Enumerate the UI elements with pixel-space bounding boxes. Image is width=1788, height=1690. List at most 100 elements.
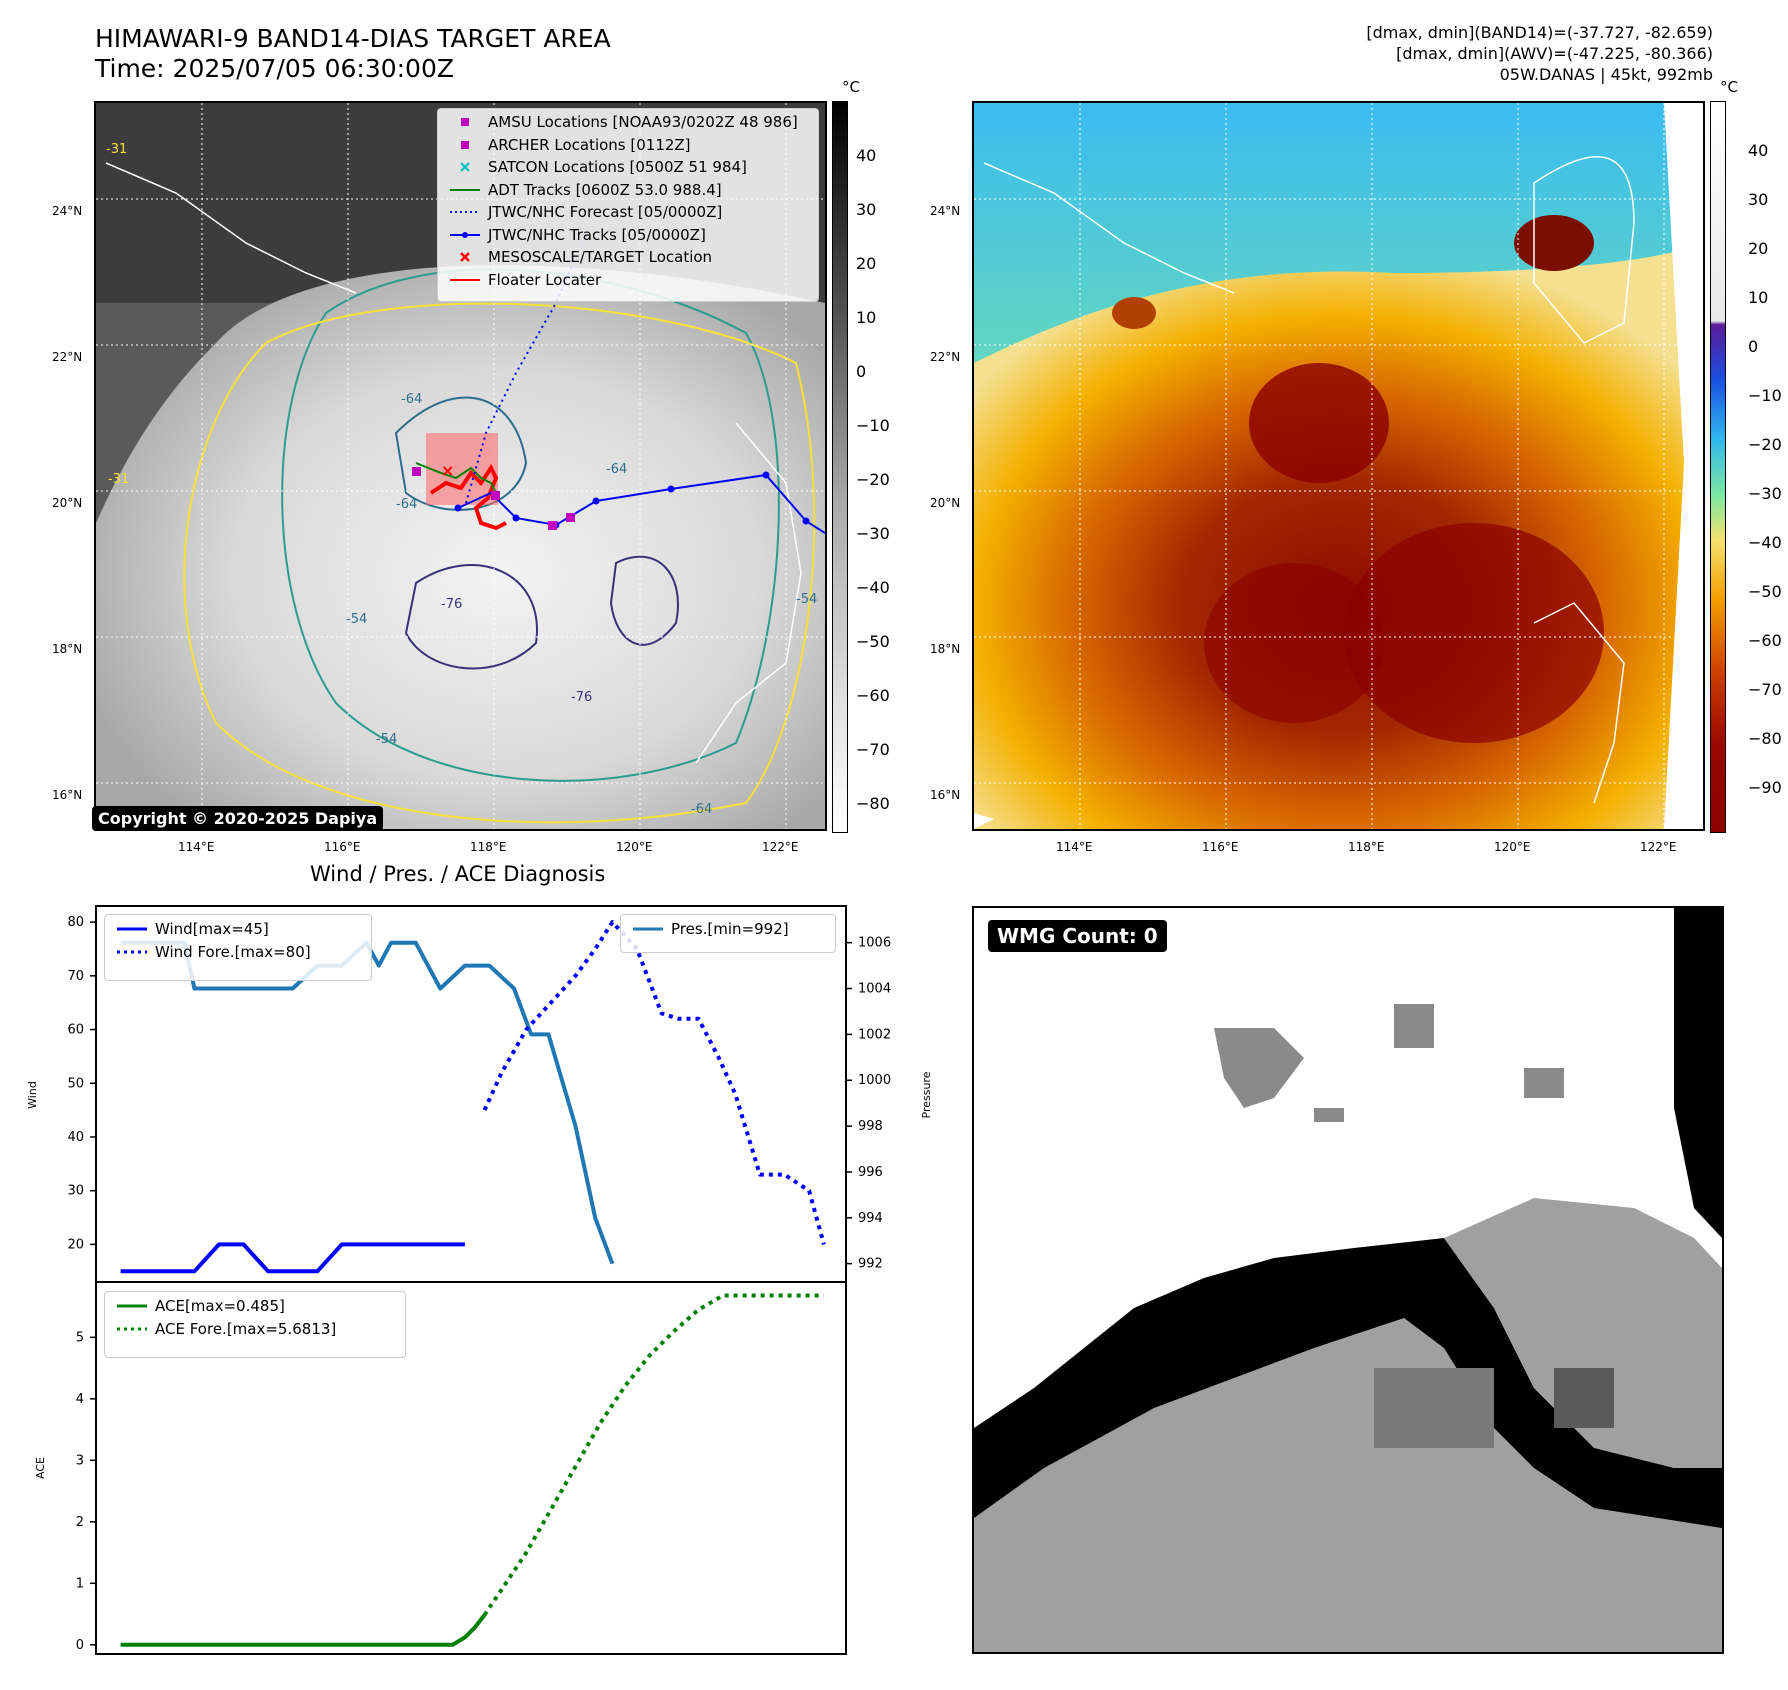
ace-tick-label: 5 bbox=[76, 1330, 84, 1345]
diagnosis-title: Wind / Pres. / ACE Diagnosis bbox=[310, 862, 606, 886]
colorbar-tick: 10 bbox=[1748, 288, 1769, 307]
colorbar-left bbox=[832, 101, 848, 833]
colorbar-tick: −70 bbox=[1748, 680, 1782, 699]
svg-text:×: × bbox=[441, 461, 454, 480]
line-icon bbox=[117, 1295, 147, 1318]
colorbar-tick: 0 bbox=[1748, 337, 1759, 356]
colorbar-tick: −50 bbox=[856, 632, 890, 651]
pressure-tick-label: 996 bbox=[858, 1165, 883, 1180]
lat-label: 20°N bbox=[52, 496, 83, 510]
awv-map bbox=[972, 101, 1705, 831]
pressure-legend: Pres.[min=992] bbox=[620, 914, 836, 953]
wind-axis-label: Wind bbox=[26, 1081, 39, 1109]
pressure-tick-label: 1000 bbox=[858, 1073, 891, 1088]
legend-item-adt: ADT Tracks [0600Z 53.0 988.4] bbox=[438, 179, 818, 202]
legend-label: ACE[max=0.485] bbox=[155, 1297, 285, 1315]
colorbar-tick: −90 bbox=[1748, 778, 1782, 797]
colorbar-tick: −40 bbox=[1748, 533, 1782, 552]
colorbar-tick: −80 bbox=[856, 794, 890, 813]
colorbar-tick: −70 bbox=[856, 740, 890, 759]
lat-label: 16°N bbox=[52, 788, 83, 802]
legend-label: MESOSCALE/TARGET Location bbox=[488, 248, 713, 266]
dotted-line-icon bbox=[450, 201, 480, 224]
contour-label: -64 bbox=[691, 802, 712, 817]
jtwc-forecast-line bbox=[465, 232, 587, 504]
lon-label: 122°E bbox=[762, 840, 799, 854]
lon-label: 116°E bbox=[1202, 840, 1239, 854]
wind-tick-label: 70 bbox=[67, 969, 84, 984]
line-icon bbox=[450, 269, 480, 292]
colorbar-tick: 0 bbox=[856, 362, 867, 381]
contour-label: -76 bbox=[571, 690, 592, 705]
ace-tick-label: 3 bbox=[76, 1453, 84, 1468]
lon-label: 120°E bbox=[1494, 840, 1531, 854]
product-title: HIMAWARI-9 BAND14-DIAS TARGET AREA bbox=[95, 24, 611, 53]
square-marker-icon bbox=[450, 134, 480, 157]
lat-label: 24°N bbox=[52, 204, 83, 218]
wmg-count-badge: WMG Count: 0 bbox=[988, 920, 1167, 952]
legend-item-ace: ACE[max=0.485] bbox=[105, 1295, 405, 1318]
square-marker-icon bbox=[450, 111, 480, 134]
stats-block: [dmax, dmin](BAND14)=(-37.727, -82.659) … bbox=[1366, 22, 1713, 85]
line-dot-icon bbox=[450, 224, 480, 247]
colorbar-tick: −60 bbox=[856, 686, 890, 705]
legend-label: ARCHER Locations [0112Z] bbox=[488, 135, 691, 154]
legend-label: Wind[max=45] bbox=[155, 920, 269, 938]
legend-label: AMSU Locations [NOAA93/0202Z 48 986] bbox=[488, 113, 798, 131]
legend-item-satcon: SATCON Locations [0500Z 51 984] bbox=[438, 156, 818, 179]
colorbar-tick: −40 bbox=[856, 578, 890, 597]
legend-label: Floater Locater bbox=[488, 270, 602, 289]
lon-label: 114°E bbox=[178, 840, 215, 854]
colorbar-tick: 40 bbox=[856, 146, 877, 165]
pressure-tick-label: 1004 bbox=[858, 982, 891, 997]
wind-tick-label: 60 bbox=[67, 1023, 84, 1038]
legend-item-floater: Floater Locater bbox=[438, 269, 818, 292]
colorbar-tick: −10 bbox=[1748, 386, 1782, 405]
contour-label: -54 bbox=[796, 592, 817, 607]
lon-label: 114°E bbox=[1056, 840, 1093, 854]
legend-label: SATCON Locations [0500Z 51 984] bbox=[488, 158, 747, 176]
legend-label: ACE Fore.[max=5.6813] bbox=[155, 1319, 337, 1338]
colorbar-tick: −10 bbox=[856, 416, 890, 435]
colorbar-tick: −80 bbox=[1748, 729, 1782, 748]
legend-label: Wind Fore.[max=80] bbox=[155, 942, 311, 961]
contour-label: -64 bbox=[606, 462, 627, 477]
x-marker-icon bbox=[450, 246, 480, 269]
colorbar-left-unit: °C bbox=[842, 78, 860, 96]
contour-label: -64 bbox=[401, 392, 422, 407]
x-marker-icon bbox=[450, 156, 480, 179]
pressure-series-line bbox=[120, 940, 615, 1265]
legend-label: JTWC/NHC Forecast [05/0000Z] bbox=[488, 203, 723, 221]
ace-tick-label: 1 bbox=[76, 1576, 84, 1591]
legend-label: ADT Tracks [0600Z 53.0 988.4] bbox=[488, 180, 722, 199]
legend-item-tracks: JTWC/NHC Tracks [05/0000Z] bbox=[438, 224, 818, 247]
wind-tick-label: 20 bbox=[67, 1237, 84, 1252]
wmg-image bbox=[974, 908, 1722, 1652]
contour-label: -31 bbox=[108, 472, 129, 487]
line-icon bbox=[117, 918, 147, 941]
colorbar-tick: 40 bbox=[1748, 141, 1769, 160]
contour-label: -54 bbox=[376, 732, 397, 747]
legend-item-wind: Wind[max=45] bbox=[105, 918, 371, 941]
stats-band14: [dmax, dmin](BAND14)=(-37.727, -82.659) bbox=[1366, 23, 1713, 42]
pressure-tick-label: 1002 bbox=[858, 1027, 891, 1042]
lat-label: 18°N bbox=[52, 642, 83, 656]
lat-label: 16°N bbox=[930, 788, 961, 802]
colorbar-tick: 20 bbox=[856, 254, 877, 273]
pressure-axis-label: Pressure bbox=[920, 1071, 933, 1118]
colorbar-tick: 30 bbox=[1748, 190, 1769, 209]
dotted-line-icon bbox=[117, 941, 147, 964]
map-legend: AMSU Locations [NOAA93/0202Z 48 986] ARC… bbox=[437, 108, 819, 302]
colorbar-tick: −50 bbox=[1748, 582, 1782, 601]
ace-legend: ACE[max=0.485] ACE Fore.[max=5.6813] bbox=[104, 1291, 406, 1358]
lon-label: 118°E bbox=[470, 840, 507, 854]
contour-label: -76 bbox=[441, 597, 462, 612]
lat-label: 18°N bbox=[930, 642, 961, 656]
stats-awv: [dmax, dmin](AWV)=(-47.225, -80.366) bbox=[1396, 44, 1713, 63]
lat-label: 20°N bbox=[930, 496, 961, 510]
wind-legend: Wind[max=45] Wind Fore.[max=80] bbox=[104, 914, 372, 981]
pressure-tick-label: 994 bbox=[858, 1211, 883, 1226]
legend-item-ace-forecast: ACE Fore.[max=5.6813] bbox=[105, 1318, 405, 1341]
colorbar-right bbox=[1710, 101, 1726, 833]
